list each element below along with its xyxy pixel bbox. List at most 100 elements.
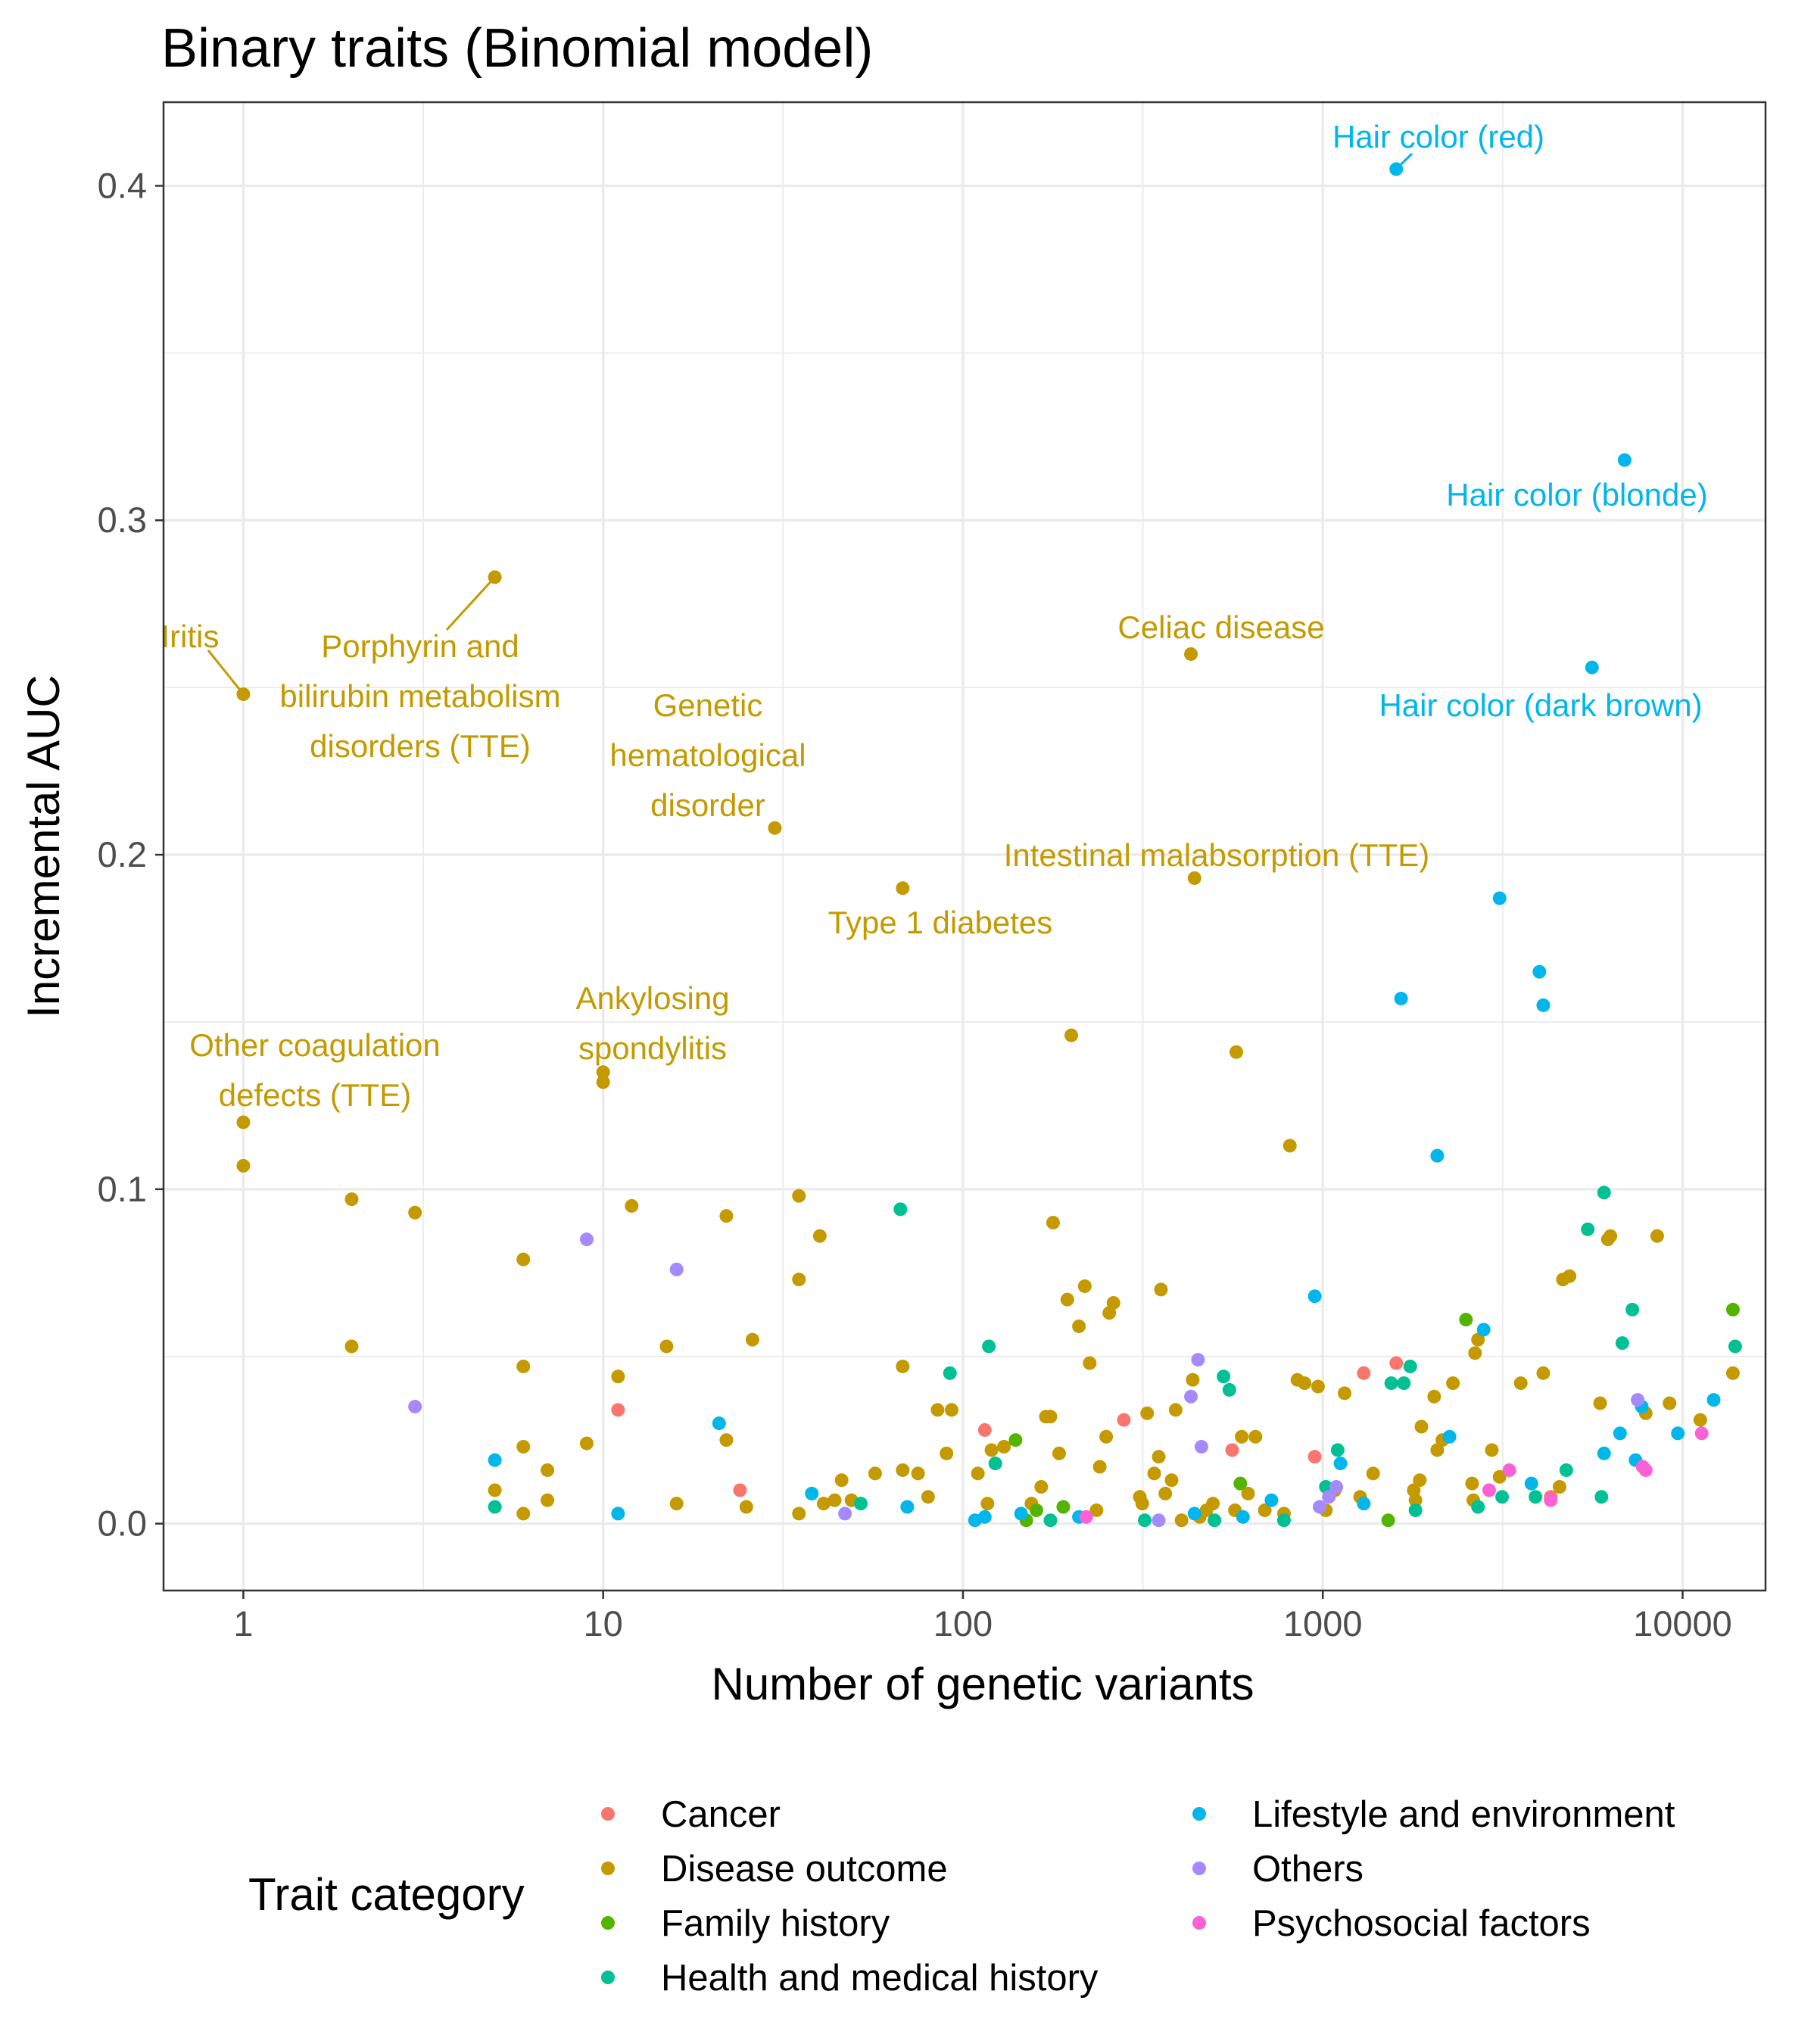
data-point: [1725, 1302, 1740, 1316]
data-point: [930, 1403, 945, 1417]
data-point: [1394, 992, 1408, 1006]
data-point: [1471, 1500, 1485, 1514]
legend-key: [1192, 1916, 1206, 1930]
data-point: [1502, 1463, 1516, 1477]
data-point: [1357, 1366, 1371, 1380]
annotation-label: bilirubin metabolism: [279, 678, 560, 714]
legend: Trait category Cancer Disease outcome Fami…: [248, 1794, 1675, 1999]
legend-key: [1192, 1862, 1206, 1875]
data-point: [611, 1507, 625, 1521]
data-point: [1060, 1292, 1074, 1307]
data-point: [1408, 1493, 1423, 1507]
series-health-and-medical-history: [488, 1186, 1742, 1528]
data-point: [579, 1436, 594, 1450]
data-point: [344, 1192, 359, 1207]
legend-item: Health and medical history: [601, 1958, 1099, 1999]
data-point: [1064, 1028, 1079, 1042]
data-point: [1154, 1282, 1168, 1297]
data-point: [1099, 1429, 1114, 1444]
data-point: [488, 570, 502, 584]
series-disease-outcome: [236, 570, 1740, 1528]
annotation-label: defects (TTE): [219, 1077, 411, 1113]
y-tick-label: 0.4: [98, 165, 147, 205]
data-point: [236, 1115, 251, 1129]
data-point: [1471, 1332, 1485, 1347]
legend-item: Psychosocial factors: [1192, 1903, 1591, 1944]
annotation-label: spondylitis: [578, 1030, 727, 1066]
data-point: [1581, 1222, 1595, 1236]
data-point: [488, 1500, 502, 1514]
annotation-label: Iritis: [161, 618, 220, 654]
data-point: [1333, 1457, 1348, 1471]
annotation-label: Genetic: [653, 687, 763, 723]
data-point: [1329, 1480, 1344, 1494]
data-point: [977, 1510, 992, 1524]
data-point: [1366, 1466, 1380, 1481]
legend-label: Disease outcome: [661, 1849, 948, 1890]
data-point: [1728, 1339, 1742, 1354]
data-point: [1229, 1045, 1243, 1059]
annotation-label: disorder: [650, 787, 765, 823]
data-point: [1397, 1376, 1411, 1391]
annotation-label: Hair color (blonde): [1446, 477, 1707, 513]
data-point: [1138, 1513, 1152, 1528]
data-point: [827, 1493, 842, 1507]
data-point: [1663, 1396, 1677, 1410]
data-point: [1248, 1429, 1263, 1444]
data-point: [1264, 1493, 1279, 1507]
data-point: [1468, 1346, 1482, 1360]
annotation-label: hematological: [609, 737, 806, 773]
data-point: [896, 1359, 910, 1373]
y-tick-label: 0.3: [98, 500, 147, 540]
data-point: [611, 1403, 625, 1417]
data-point: [516, 1507, 531, 1521]
data-point: [1513, 1376, 1528, 1391]
data-point: [1014, 1507, 1028, 1521]
annotation-label: Hair color (dark brown): [1379, 687, 1702, 723]
data-point: [911, 1466, 925, 1481]
data-point: [1485, 1443, 1499, 1457]
data-point: [1158, 1486, 1173, 1500]
series-others: [408, 1232, 1645, 1528]
data-point: [1408, 1503, 1423, 1517]
data-point: [1442, 1429, 1457, 1444]
data-point: [1604, 1229, 1618, 1243]
data-point: [1529, 1490, 1543, 1504]
data-point: [1152, 1513, 1166, 1528]
data-point: [516, 1440, 531, 1454]
data-point: [1593, 1396, 1607, 1410]
legend-label: Health and medical history: [661, 1958, 1099, 1999]
plot-background: [164, 102, 1766, 1591]
legend-label: Lifestyle and environment: [1252, 1794, 1675, 1835]
data-point: [659, 1339, 674, 1354]
data-point: [1052, 1446, 1066, 1460]
data-point: [1414, 1419, 1429, 1434]
data-point: [1459, 1313, 1473, 1327]
data-point: [1222, 1382, 1236, 1397]
data-point: [1184, 647, 1198, 661]
series-family-history: [1008, 1302, 1740, 1528]
data-point: [541, 1493, 555, 1507]
legend-item: Disease outcome: [601, 1849, 948, 1890]
data-point: [596, 1075, 610, 1089]
data-point: [488, 1453, 502, 1467]
data-point: [1638, 1463, 1653, 1477]
data-point: [408, 1400, 422, 1414]
data-point: [344, 1339, 359, 1354]
data-point: [1194, 1440, 1208, 1454]
data-point: [669, 1262, 684, 1276]
data-point: [1152, 1450, 1166, 1464]
data-point: [1613, 1426, 1627, 1441]
chart-title: Binary traits (Binomial model): [161, 18, 873, 79]
data-point: [1625, 1302, 1640, 1316]
data-point: [1430, 1148, 1445, 1163]
legend-item: Others: [1192, 1849, 1364, 1890]
annotation-label: Type 1 diabetes: [828, 905, 1053, 940]
data-point: [1492, 891, 1507, 905]
data-point: [1225, 1443, 1239, 1457]
data-point: [816, 1497, 831, 1511]
data-point: [611, 1369, 625, 1384]
data-point: [838, 1507, 852, 1521]
legend-item: Family history: [601, 1903, 890, 1944]
x-tick-label: 1000: [1283, 1603, 1363, 1644]
